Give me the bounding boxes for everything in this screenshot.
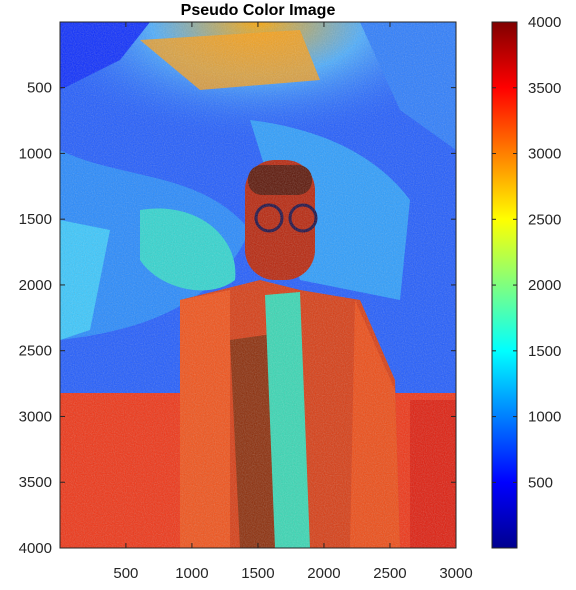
colorbar-tick-label: 1500 xyxy=(528,343,561,360)
x-tick-label: 2500 xyxy=(373,565,406,582)
colorbar-tick-label: 3500 xyxy=(528,80,561,97)
colorbar-tick-label: 2500 xyxy=(528,211,561,228)
colorbar xyxy=(491,21,518,549)
colorbar-tick-label: 2000 xyxy=(528,277,561,294)
y-tick-label: 2000 xyxy=(19,277,52,294)
x-tick-label: 1500 xyxy=(241,565,274,582)
x-tick-label: 500 xyxy=(113,565,138,582)
colorbar-tick-label: 3000 xyxy=(528,146,561,163)
chart-title: Pseudo Color Image xyxy=(181,2,336,19)
y-axis: 500 1000 1500 2000 2500 3000 3500 4000 xyxy=(19,80,456,557)
colorbar-tick-label: 500 xyxy=(528,474,553,491)
pseudo-color-image xyxy=(60,22,456,548)
y-tick-label: 3000 xyxy=(19,408,52,425)
colorbar-tick-label: 4000 xyxy=(528,14,561,31)
colorbar-tick-label: 1000 xyxy=(528,409,561,426)
y-tick-label: 1000 xyxy=(19,145,52,162)
y-tick-label: 1500 xyxy=(19,211,52,228)
x-tick-label: 1000 xyxy=(175,565,208,582)
colorbar-axis: 500 1000 1500 2000 2500 3000 3500 4000 xyxy=(492,14,561,491)
x-tick-label: 2000 xyxy=(307,565,340,582)
y-tick-label: 500 xyxy=(27,80,52,97)
y-tick-label: 2500 xyxy=(19,343,52,360)
x-tick-label: 3000 xyxy=(439,565,472,582)
y-tick-label: 4000 xyxy=(19,540,52,557)
y-tick-label: 3500 xyxy=(19,474,52,491)
x-axis: 500 1000 1500 2000 2500 3000 xyxy=(113,22,473,582)
